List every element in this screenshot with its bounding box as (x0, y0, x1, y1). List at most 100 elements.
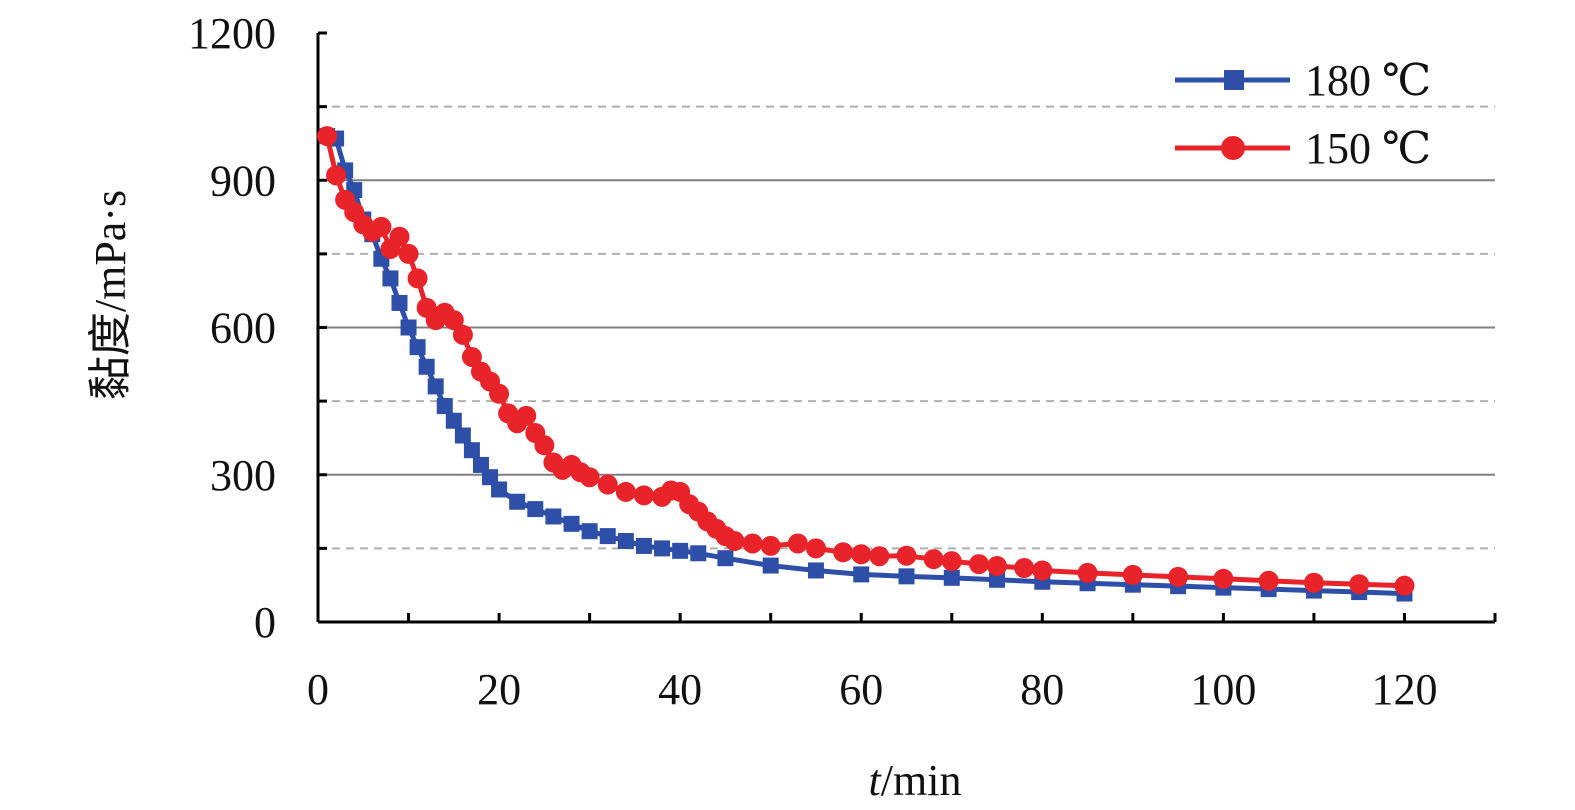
data-point (326, 165, 347, 186)
data-point (407, 268, 428, 289)
data-point (391, 294, 408, 311)
data-point (409, 339, 426, 356)
data-point (987, 556, 1008, 577)
data-point (787, 533, 808, 554)
series-layer (317, 126, 1415, 602)
data-point (579, 467, 600, 488)
data-point (317, 126, 338, 147)
data-point (760, 535, 781, 556)
data-point (853, 566, 870, 583)
x-axis-title: t/min (869, 756, 962, 805)
data-point (943, 569, 960, 586)
x-axis: 0 20 40 60 80 100 120 (307, 613, 1497, 714)
legend-item: 180 ℃ (1175, 56, 1431, 105)
data-point (672, 542, 689, 559)
data-point (443, 310, 464, 331)
data-point (398, 243, 419, 264)
data-point (599, 528, 616, 545)
data-point (635, 537, 652, 554)
legend-label: 180 ℃ (1305, 56, 1431, 105)
data-point (1394, 575, 1415, 596)
legend-marker-square (1224, 70, 1244, 90)
data-point (807, 562, 824, 579)
data-point (509, 493, 526, 510)
data-point (472, 456, 489, 473)
data-point (833, 542, 854, 563)
data-point (1258, 570, 1279, 591)
data-point (371, 216, 392, 237)
data-point (489, 383, 510, 404)
legend-marker-circle (1221, 136, 1245, 160)
data-point (805, 538, 826, 559)
data-point (851, 544, 872, 565)
data-point (418, 358, 435, 375)
data-point (516, 405, 537, 426)
y-axis: 0 300 600 900 1200 (188, 9, 327, 647)
data-point (527, 501, 544, 518)
x-tick-label: 20 (477, 665, 521, 714)
grid-lines (318, 105, 1495, 550)
data-point (724, 531, 745, 552)
series-150c (317, 126, 1415, 596)
x-tick-label: 60 (839, 665, 883, 714)
data-point (742, 533, 763, 554)
data-point (633, 485, 654, 506)
y-tick-label: 300 (210, 451, 276, 500)
legend-item: 150 ℃ (1175, 124, 1431, 173)
data-point (597, 474, 618, 495)
y-tick-label: 900 (210, 156, 276, 205)
data-point (436, 398, 453, 415)
data-point (1303, 572, 1324, 593)
data-point (1014, 558, 1035, 579)
data-point (1213, 568, 1234, 589)
data-point (1032, 560, 1053, 581)
data-point (581, 523, 598, 540)
data-point (427, 378, 444, 395)
data-point (869, 546, 890, 567)
data-point (654, 540, 671, 557)
data-point (762, 557, 779, 574)
data-point (452, 324, 473, 345)
series-line (326, 133, 1405, 597)
data-point (454, 427, 471, 444)
data-point (400, 319, 417, 336)
x-tick-label: 100 (1190, 665, 1256, 714)
data-point (690, 545, 707, 562)
data-point (491, 481, 508, 498)
series-line (324, 135, 1405, 589)
y-axis-title: 黏度/mPa·s (86, 190, 135, 400)
legend-label: 150 ℃ (1305, 124, 1431, 173)
data-point (545, 508, 562, 525)
data-point (463, 442, 480, 459)
x-tick-label: 120 (1371, 665, 1437, 714)
data-point (445, 412, 462, 429)
x-tick-label: 0 (307, 665, 329, 714)
data-point (389, 226, 410, 247)
data-point (1349, 574, 1370, 595)
data-point (382, 270, 399, 287)
data-point (968, 554, 989, 575)
data-point (896, 545, 917, 566)
y-tick-label: 0 (254, 598, 276, 647)
data-point (1168, 566, 1189, 587)
data-point (717, 550, 734, 567)
data-point (898, 568, 915, 585)
x-axis-title-variable: t (869, 756, 883, 805)
legend: 180 ℃ 150 ℃ (1175, 56, 1431, 173)
y-tick-label: 600 (210, 304, 276, 353)
x-axis-title-unit: /min (881, 756, 962, 805)
data-point (989, 571, 1006, 588)
data-point (617, 533, 634, 550)
data-point (563, 515, 580, 532)
data-point (1122, 564, 1143, 585)
x-tick-label: 40 (658, 665, 702, 714)
data-point (461, 346, 482, 367)
data-point (615, 481, 636, 502)
x-tick-label: 80 (1020, 665, 1064, 714)
y-tick-label: 1200 (188, 9, 276, 58)
data-point (534, 435, 555, 456)
data-point (482, 469, 499, 486)
data-point (941, 551, 962, 572)
data-point (923, 549, 944, 570)
